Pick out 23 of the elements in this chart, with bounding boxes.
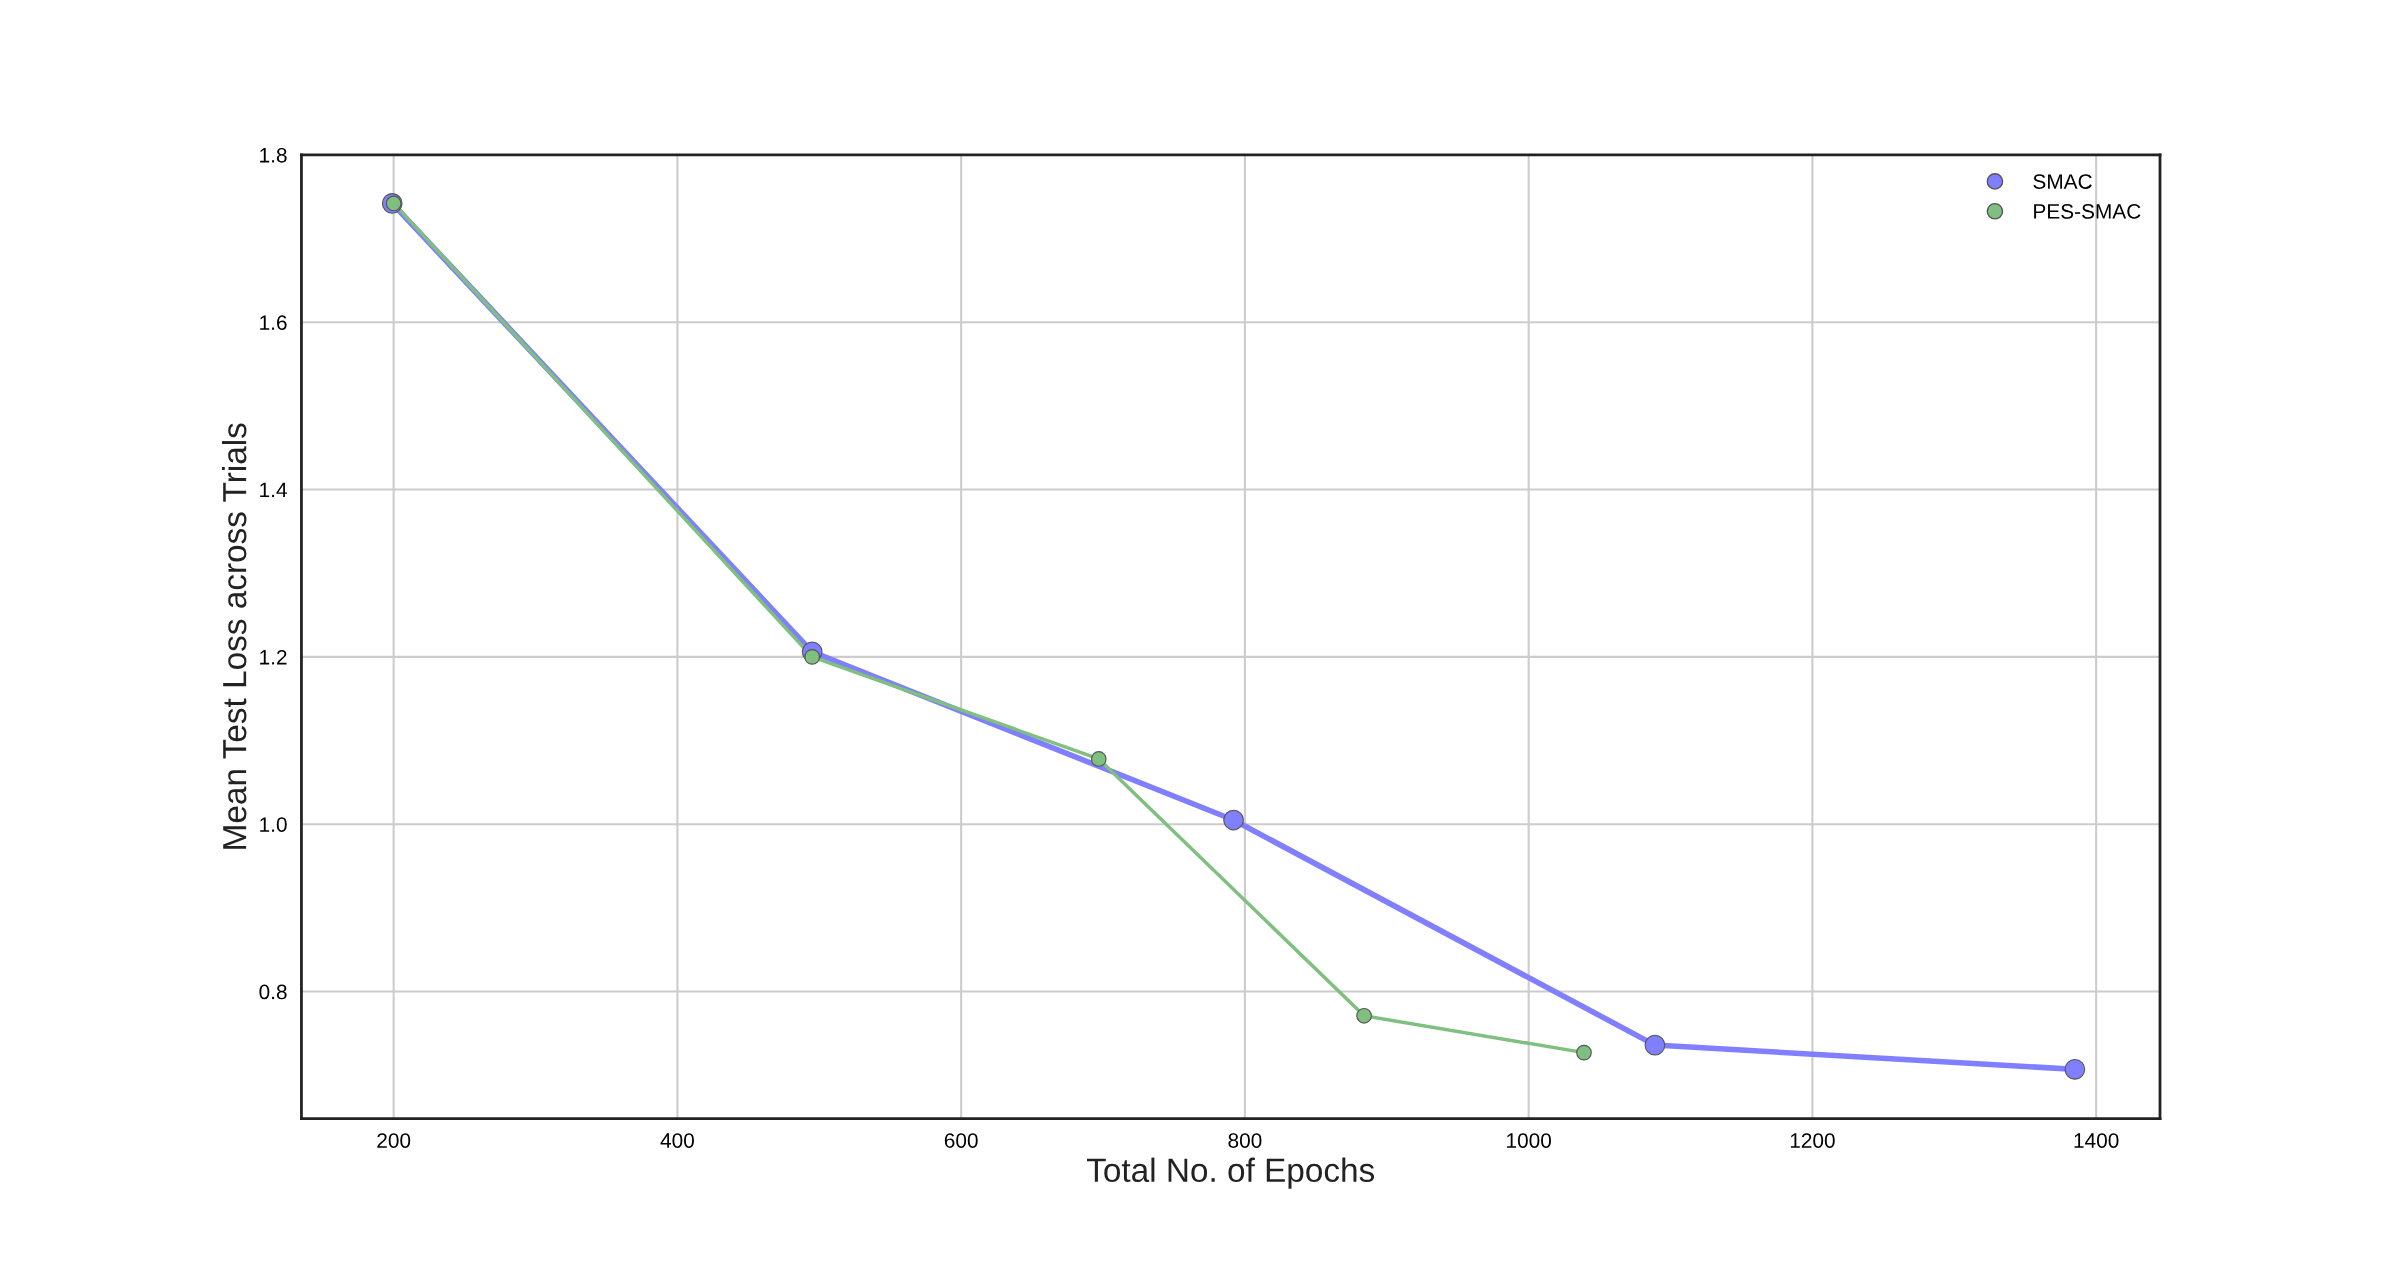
point xyxy=(1644,1034,1666,1056)
point xyxy=(1223,809,1244,831)
x-tick-label: 800 xyxy=(1228,1133,1262,1148)
x-tick-label: 400 xyxy=(660,1133,694,1148)
x-axis-title: Total No. of Epochs xyxy=(1086,1157,1375,1189)
point xyxy=(1090,751,1107,767)
x-tick-label: 1200 xyxy=(1790,1133,1835,1148)
y-axis-title: Mean Test Loss across Trials xyxy=(221,423,247,849)
x-tick-label: 1400 xyxy=(2074,1133,2119,1148)
legend-label: PES-SMAC xyxy=(2034,204,2141,219)
x-tick-label: 600 xyxy=(944,1133,978,1148)
y-tick-label: 1.8 xyxy=(260,147,287,163)
x-tick-label: 1000 xyxy=(1507,1133,1552,1148)
y-tick-label: 1.4 xyxy=(260,482,287,498)
y-tick-label: 1.2 xyxy=(260,649,287,665)
legend-label: SMAC xyxy=(2033,174,2092,189)
point xyxy=(1576,1044,1592,1061)
y-tick-label: 0.8 xyxy=(259,984,287,1000)
y-tick-label: 1.0 xyxy=(260,817,287,832)
point xyxy=(2064,1058,2086,1080)
x-tick-label: 200 xyxy=(377,1133,411,1148)
point xyxy=(1356,1007,1372,1024)
y-tick-label: 1.6 xyxy=(260,315,287,330)
